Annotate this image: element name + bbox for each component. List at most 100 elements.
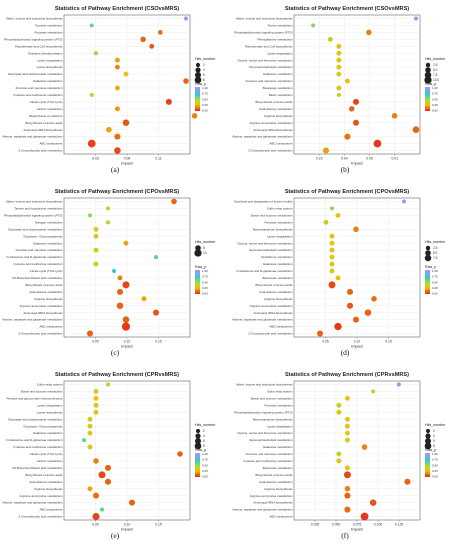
y-tick-label: Galactose metabolism [33, 241, 63, 245]
hits-legend-dot [425, 62, 431, 68]
chart-panel-3: Statistics of Pathway Enrichment (CPOvsM… [2, 189, 216, 357]
x-tick-label: 0.125 [395, 523, 404, 527]
data-point [114, 57, 120, 63]
data-point [343, 471, 352, 479]
x-tick-label: 0.10 [124, 340, 131, 344]
data-point [352, 98, 360, 105]
raw-colorbar-label: 0.75 [432, 92, 438, 96]
y-tick-label: C5-Branched dibasic acid metabolism [12, 466, 63, 470]
raw-colorbar-label: 1.00 [432, 452, 438, 456]
data-point [93, 233, 99, 239]
y-tick-label: Oxidative phosphorylation [28, 51, 63, 55]
y-tick-label: Glyoxylate and dicarboxylate metabolism [8, 72, 63, 76]
hits-legend-dot [195, 428, 201, 434]
y-tick-label: Citrate cycle (TCA cycle) [30, 100, 63, 104]
data-point [336, 409, 342, 415]
data-point [114, 106, 120, 112]
raw-colorbar-label: 0.25 [202, 286, 208, 290]
y-tick-label: Starch and sucrose metabolism [250, 213, 293, 217]
data-point [105, 220, 111, 225]
raw-colorbar-label: 0.00 [202, 475, 208, 479]
hits-legend-label: 5 [203, 246, 205, 250]
chart-panel-6: Statistics of Pathway Enrichment (CPRvsM… [232, 372, 446, 540]
hits-legend-label: 6 [203, 73, 205, 77]
panel-label: (b) [341, 165, 350, 174]
data-point [93, 395, 99, 401]
panel-label: (c) [111, 348, 120, 357]
data-point [86, 330, 94, 337]
data-point [87, 423, 93, 429]
raw-colorbar-label: 1.00 [202, 269, 208, 273]
hits-legend-dot [194, 249, 202, 257]
raw-colorbar-label: 0.75 [202, 92, 208, 96]
data-point [336, 43, 342, 49]
hits-legend-label: 4 [203, 68, 205, 72]
raw-colorbar-label: 0.50 [202, 463, 208, 467]
data-point [165, 98, 172, 105]
x-tick-label: 0.05 [322, 340, 329, 344]
raw-colorbar [195, 453, 200, 477]
data-point [336, 57, 342, 63]
y-tick-label: Cysteine and methionine metabolism [243, 459, 293, 463]
y-tick-label: Carbon metabolism [36, 107, 63, 111]
y-tick-label: Sulfur relay system [37, 383, 63, 387]
data-point [336, 64, 342, 70]
chart-title: Statistics of Pathway Enrichment (CPRvsM… [55, 372, 179, 378]
y-tick-label: Glutathione metabolism [261, 255, 293, 259]
data-point [140, 36, 146, 43]
data-point [183, 78, 189, 84]
y-tick-label: Arginine and proline metabolism [20, 494, 63, 498]
panels-layer: Statistics of Pathway Enrichment (CSOvsM… [2, 6, 446, 540]
x-tick-label: 0.025 [311, 523, 320, 527]
hits-legend-label: 4 [203, 434, 205, 438]
y-tick-label: Arginine and proline metabolism [250, 121, 293, 125]
y-tick-label: beta-Alanine metabolism [259, 290, 293, 294]
y-tick-label: Starch and sucrose metabolism [250, 396, 293, 400]
y-tick-label: Galactose metabolism [33, 431, 63, 435]
y-tick-label: Fructose and mannose metabolism [246, 452, 293, 456]
y-tick-label: Glyoxylate and dicarboxylate metabolism [8, 417, 63, 421]
data-point [329, 240, 335, 246]
data-point [336, 50, 342, 56]
y-tick-label: Lysine degradation [37, 403, 63, 407]
data-point [114, 147, 121, 154]
y-tick-label: Galactose metabolism [263, 445, 293, 449]
data-point [322, 147, 330, 154]
data-point [93, 261, 99, 267]
y-tick-label: Citrate cycle (TCA cycle) [30, 269, 63, 273]
chart-title: Statistics of Pathway Enrichment (CPRvsM… [285, 372, 409, 378]
data-point [404, 478, 411, 485]
data-point [371, 389, 376, 394]
y-tick-label: Fructose and mannose metabolism [246, 79, 293, 83]
y-tick-label: Glycerophospholipid metabolism [249, 438, 293, 442]
y-tick-label: ABC transporters [269, 325, 293, 329]
data-point [329, 206, 335, 211]
hits-legend-label: 7.5 [433, 256, 438, 260]
data-point [371, 295, 377, 302]
panel-label: (e) [111, 531, 120, 540]
data-point [346, 288, 354, 295]
y-tick-label: Pyruvate metabolism [264, 403, 293, 407]
hits-legend-dot [425, 250, 431, 256]
data-point [92, 492, 100, 499]
plot-frame [293, 14, 421, 155]
y-tick-label: Lysine biosynthesis [37, 65, 63, 69]
data-point [329, 268, 335, 274]
y-tick-label: Glycerophospholipid metabolism [249, 248, 293, 252]
y-tick-label: Lysine degradation [267, 424, 293, 428]
y-tick-label: Butanoate metabolism [263, 86, 293, 90]
hits-legend-dot [195, 245, 201, 251]
hits-legend-dot [194, 437, 202, 445]
y-tick-label: Glycine, serine and threonine metabolism [237, 58, 293, 62]
y-tick-label: Valine, leucine and isoleucine biosynthe… [236, 383, 293, 387]
hits-legend-title: Hits_number [195, 57, 216, 61]
data-point [329, 247, 335, 253]
data-point [111, 268, 117, 274]
y-tick-label: ABC transporters [39, 325, 63, 329]
data-point [344, 485, 351, 492]
chart-title: Statistics of Pathway Enrichment (CSOvsM… [55, 6, 179, 12]
raw-colorbar-label: 0.25 [432, 286, 438, 290]
y-tick-label: Aminoacyl-tRNA biosynthesis [253, 128, 293, 132]
y-tick-label: Sulfur relay system [267, 207, 293, 211]
